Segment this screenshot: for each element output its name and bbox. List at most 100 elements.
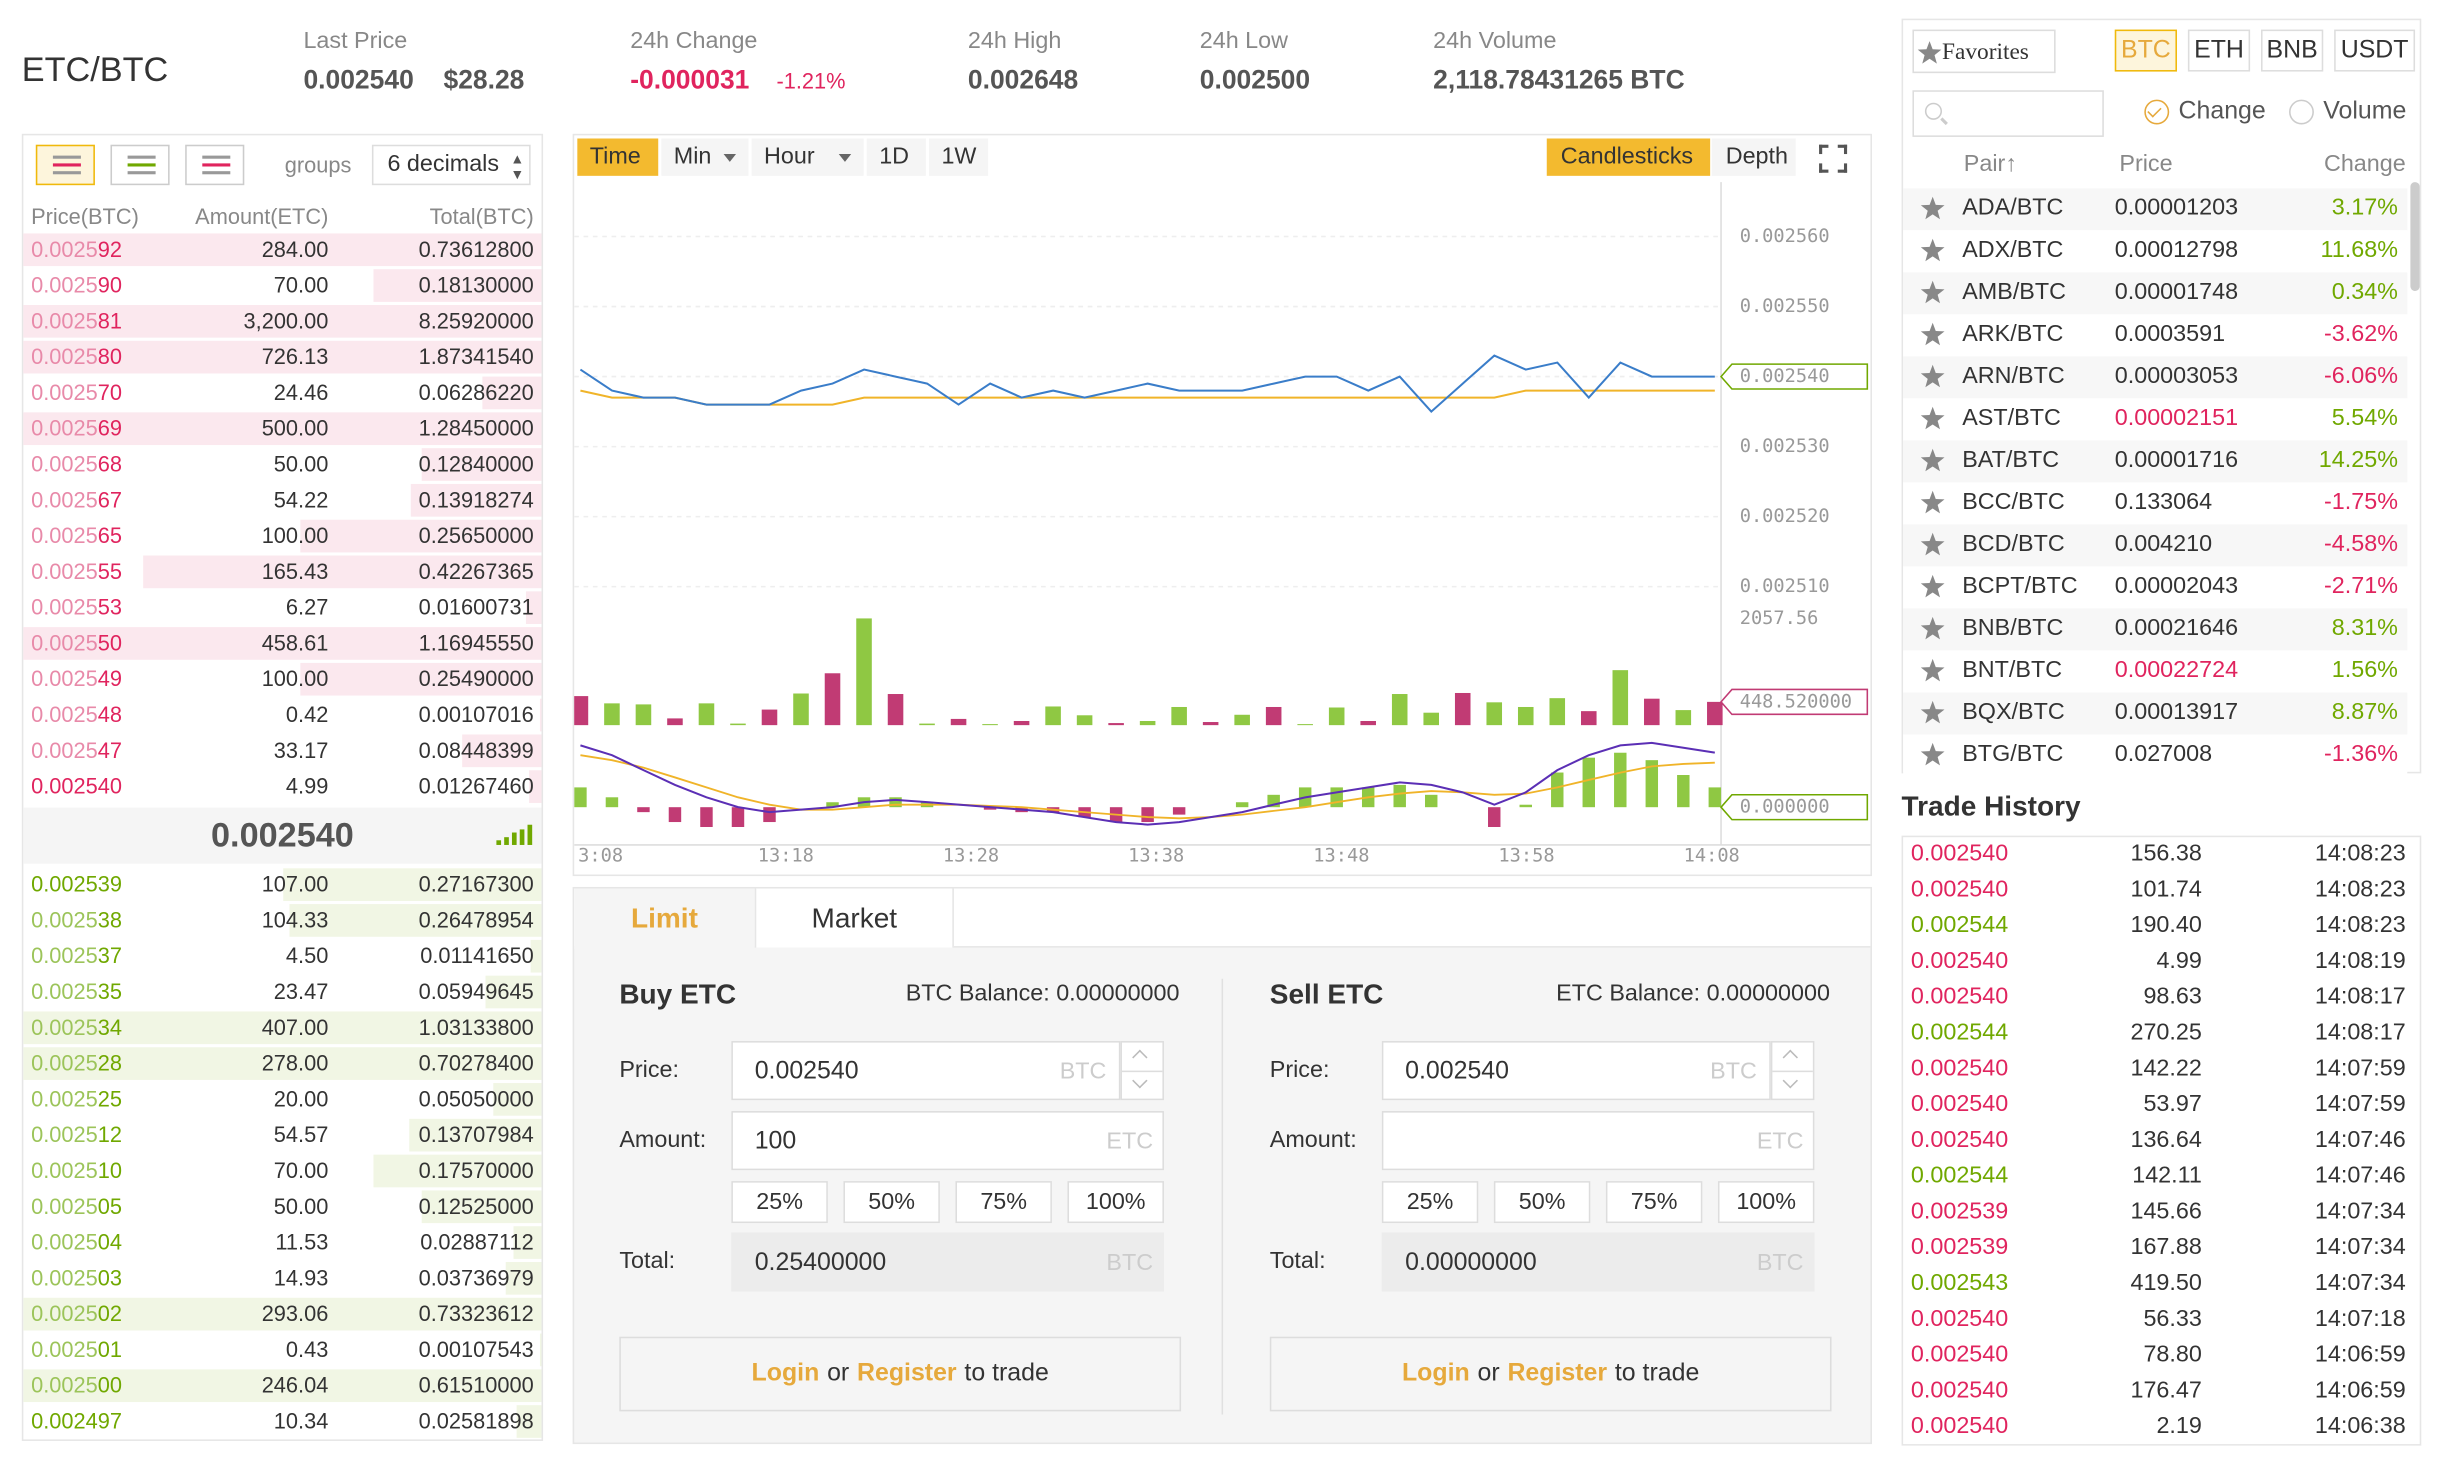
search-icon-handle bbox=[1940, 117, 1948, 125]
percent-button[interactable]: 25% bbox=[1381, 1181, 1479, 1224]
market-price: 0.00002043 bbox=[2114, 572, 2239, 600]
quote-tab[interactable]: USDT bbox=[2334, 29, 2416, 72]
volume-bar bbox=[824, 673, 841, 726]
price-prefix: 0.0025 bbox=[31, 522, 98, 548]
quote-tab[interactable]: ETH bbox=[2187, 29, 2251, 72]
stepper[interactable] bbox=[1770, 1041, 1815, 1101]
favorite-star bbox=[1920, 406, 1945, 430]
book-total: 0.12525000 bbox=[418, 1193, 534, 1219]
input-box[interactable]: 100 ETC bbox=[731, 1111, 1164, 1171]
depth-bar bbox=[421, 448, 542, 481]
trade-time: 14:08:19 bbox=[2314, 947, 2406, 975]
favorite-star bbox=[1920, 658, 1945, 682]
book-view-button[interactable] bbox=[110, 144, 170, 186]
book-amount: 20.00 bbox=[273, 1086, 329, 1112]
market-row[interactable]: ADA/BTC 0.00001203 3.17% bbox=[1903, 188, 2408, 231]
input-box[interactable]: 0.002540 BTC bbox=[1381, 1041, 1771, 1101]
register-link[interactable]: Register bbox=[1507, 1360, 1608, 1387]
quote-tab[interactable]: BTC bbox=[2114, 29, 2177, 72]
login-link[interactable]: Login bbox=[1401, 1360, 1470, 1387]
order-tab[interactable]: Limit bbox=[574, 888, 755, 950]
search-box[interactable] bbox=[1912, 90, 2104, 137]
market-change: -1.36% bbox=[2323, 740, 2398, 768]
bid-row: 0.002534 407.00 1.03133800 bbox=[23, 1010, 542, 1046]
book-total: 0.42267365 bbox=[418, 558, 534, 584]
ask-row: 0.002565 100.00 0.25650000 bbox=[23, 518, 542, 554]
market-row[interactable]: BTG/BTC 0.027008 -1.36% bbox=[1903, 734, 2408, 777]
market-row[interactable]: AST/BTC 0.00002151 5.54% bbox=[1903, 398, 2408, 441]
trade-price: 0.002540 bbox=[1910, 876, 2009, 903]
last-price-marker-box bbox=[1720, 363, 1869, 390]
price-prefix: 0.0025 bbox=[31, 630, 98, 656]
book-amount: 407.00 bbox=[261, 1014, 329, 1040]
fullscreen-button[interactable] bbox=[1819, 144, 1848, 173]
sort-radio[interactable] bbox=[2289, 99, 2314, 125]
stepper[interactable] bbox=[1120, 1041, 1164, 1101]
volume-bar bbox=[1454, 692, 1471, 726]
market-row[interactable]: BCPT/BTC 0.00002043 -2.71% bbox=[1903, 566, 2408, 609]
interval-button[interactable]: 1W bbox=[928, 138, 989, 176]
price-prefix: 0.0025 bbox=[31, 1229, 98, 1255]
market-change: 1.56% bbox=[2331, 656, 2398, 684]
input-box[interactable]: ETC bbox=[1381, 1111, 1815, 1171]
order-tab[interactable]: Market bbox=[754, 888, 954, 948]
order-book: groups 6 decimals ▲ ▼ Price(BTC) Amount(ETC) T… bbox=[21, 133, 544, 1441]
price-suffix: 47 bbox=[97, 737, 123, 763]
percent-button[interactable]: 75% bbox=[1605, 1181, 1703, 1224]
percent-button[interactable]: 100% bbox=[1717, 1181, 1815, 1224]
market-row[interactable]: BCC/BTC 0.133064 -1.75% bbox=[1903, 482, 2408, 525]
price-chart: 0.002560 0.002550 0.002540 0.002530 0.002520… bbox=[574, 182, 1871, 866]
favorites-button[interactable]: Favorites bbox=[1912, 29, 2056, 74]
book-view-button[interactable] bbox=[35, 144, 95, 186]
market-row[interactable]: BNT/BTC 0.00022724 1.56% bbox=[1903, 650, 2408, 693]
input-unit: ETC bbox=[1756, 1128, 1804, 1155]
sort-radio[interactable] bbox=[2144, 99, 2170, 125]
price-suffix: 53 bbox=[97, 594, 123, 620]
percent-button[interactable]: 100% bbox=[1067, 1181, 1164, 1224]
trade-time: 14:08:23 bbox=[2314, 876, 2406, 903]
market-change: 8.87% bbox=[2331, 698, 2398, 726]
input-unit: BTC bbox=[1756, 1249, 1804, 1277]
market-row[interactable]: BQX/BTC 0.00013917 8.87% bbox=[1903, 692, 2408, 735]
interval-button[interactable]: Min bbox=[661, 138, 749, 176]
volume-bar bbox=[761, 709, 778, 726]
interval-button[interactable]: Time bbox=[577, 138, 659, 176]
market-row[interactable]: ARK/BTC 0.0003591 -3.62% bbox=[1903, 314, 2408, 357]
price-suffix: 28 bbox=[97, 1050, 123, 1076]
market-row[interactable]: BAT/BTC 0.00001716 14.25% bbox=[1903, 440, 2408, 483]
register-link[interactable]: Register bbox=[856, 1360, 957, 1387]
view-button[interactable]: Candlesticks bbox=[1546, 138, 1711, 176]
volume-bar bbox=[604, 703, 620, 726]
percent-button[interactable]: 50% bbox=[843, 1181, 940, 1224]
book-price: 0.002505 bbox=[31, 1189, 122, 1225]
quote-tab[interactable]: BNB bbox=[2261, 29, 2324, 72]
price-suffix: 69 bbox=[97, 415, 123, 441]
depth-bar bbox=[300, 662, 542, 696]
percent-label: 25% bbox=[756, 1188, 803, 1216]
decimals-select[interactable]: 6 decimals ▲ ▼ bbox=[371, 144, 531, 186]
book-view-button[interactable] bbox=[185, 144, 245, 186]
book-total: 0.01267460 bbox=[418, 773, 534, 799]
view-button[interactable]: Depth bbox=[1711, 138, 1796, 176]
market-row[interactable]: AMB/BTC 0.00001748 0.34% bbox=[1903, 272, 2408, 315]
market-row[interactable]: BCD/BTC 0.004210 -4.58% bbox=[1903, 524, 2408, 567]
trade-amount: 156.38 bbox=[2130, 840, 2202, 867]
login-link[interactable]: Login bbox=[751, 1360, 820, 1387]
market-row[interactable]: BNB/BTC 0.00021646 8.31% bbox=[1903, 608, 2408, 651]
depth-bar bbox=[283, 868, 542, 901]
interval-button[interactable]: Hour bbox=[751, 138, 864, 176]
interval-button[interactable]: 1D bbox=[866, 138, 926, 176]
percent-button[interactable]: 25% bbox=[731, 1181, 828, 1224]
market-row[interactable]: ARN/BTC 0.00003053 -6.06% bbox=[1903, 356, 2408, 399]
star-shape bbox=[1920, 322, 1945, 346]
percent-button[interactable]: 75% bbox=[955, 1181, 1052, 1224]
market-change: -6.06% bbox=[2323, 362, 2398, 390]
input-value: 0.002540 bbox=[754, 1058, 859, 1085]
depth-bar bbox=[513, 1226, 542, 1259]
dif-line bbox=[580, 741, 1715, 826]
icon-line bbox=[52, 171, 81, 175]
market-row[interactable]: ADX/BTC 0.00012798 11.68% bbox=[1903, 230, 2408, 273]
input-box[interactable]: 0.002540 BTC bbox=[731, 1041, 1121, 1101]
decimals-value: 6 decimals bbox=[387, 150, 500, 178]
percent-button[interactable]: 50% bbox=[1493, 1181, 1591, 1224]
